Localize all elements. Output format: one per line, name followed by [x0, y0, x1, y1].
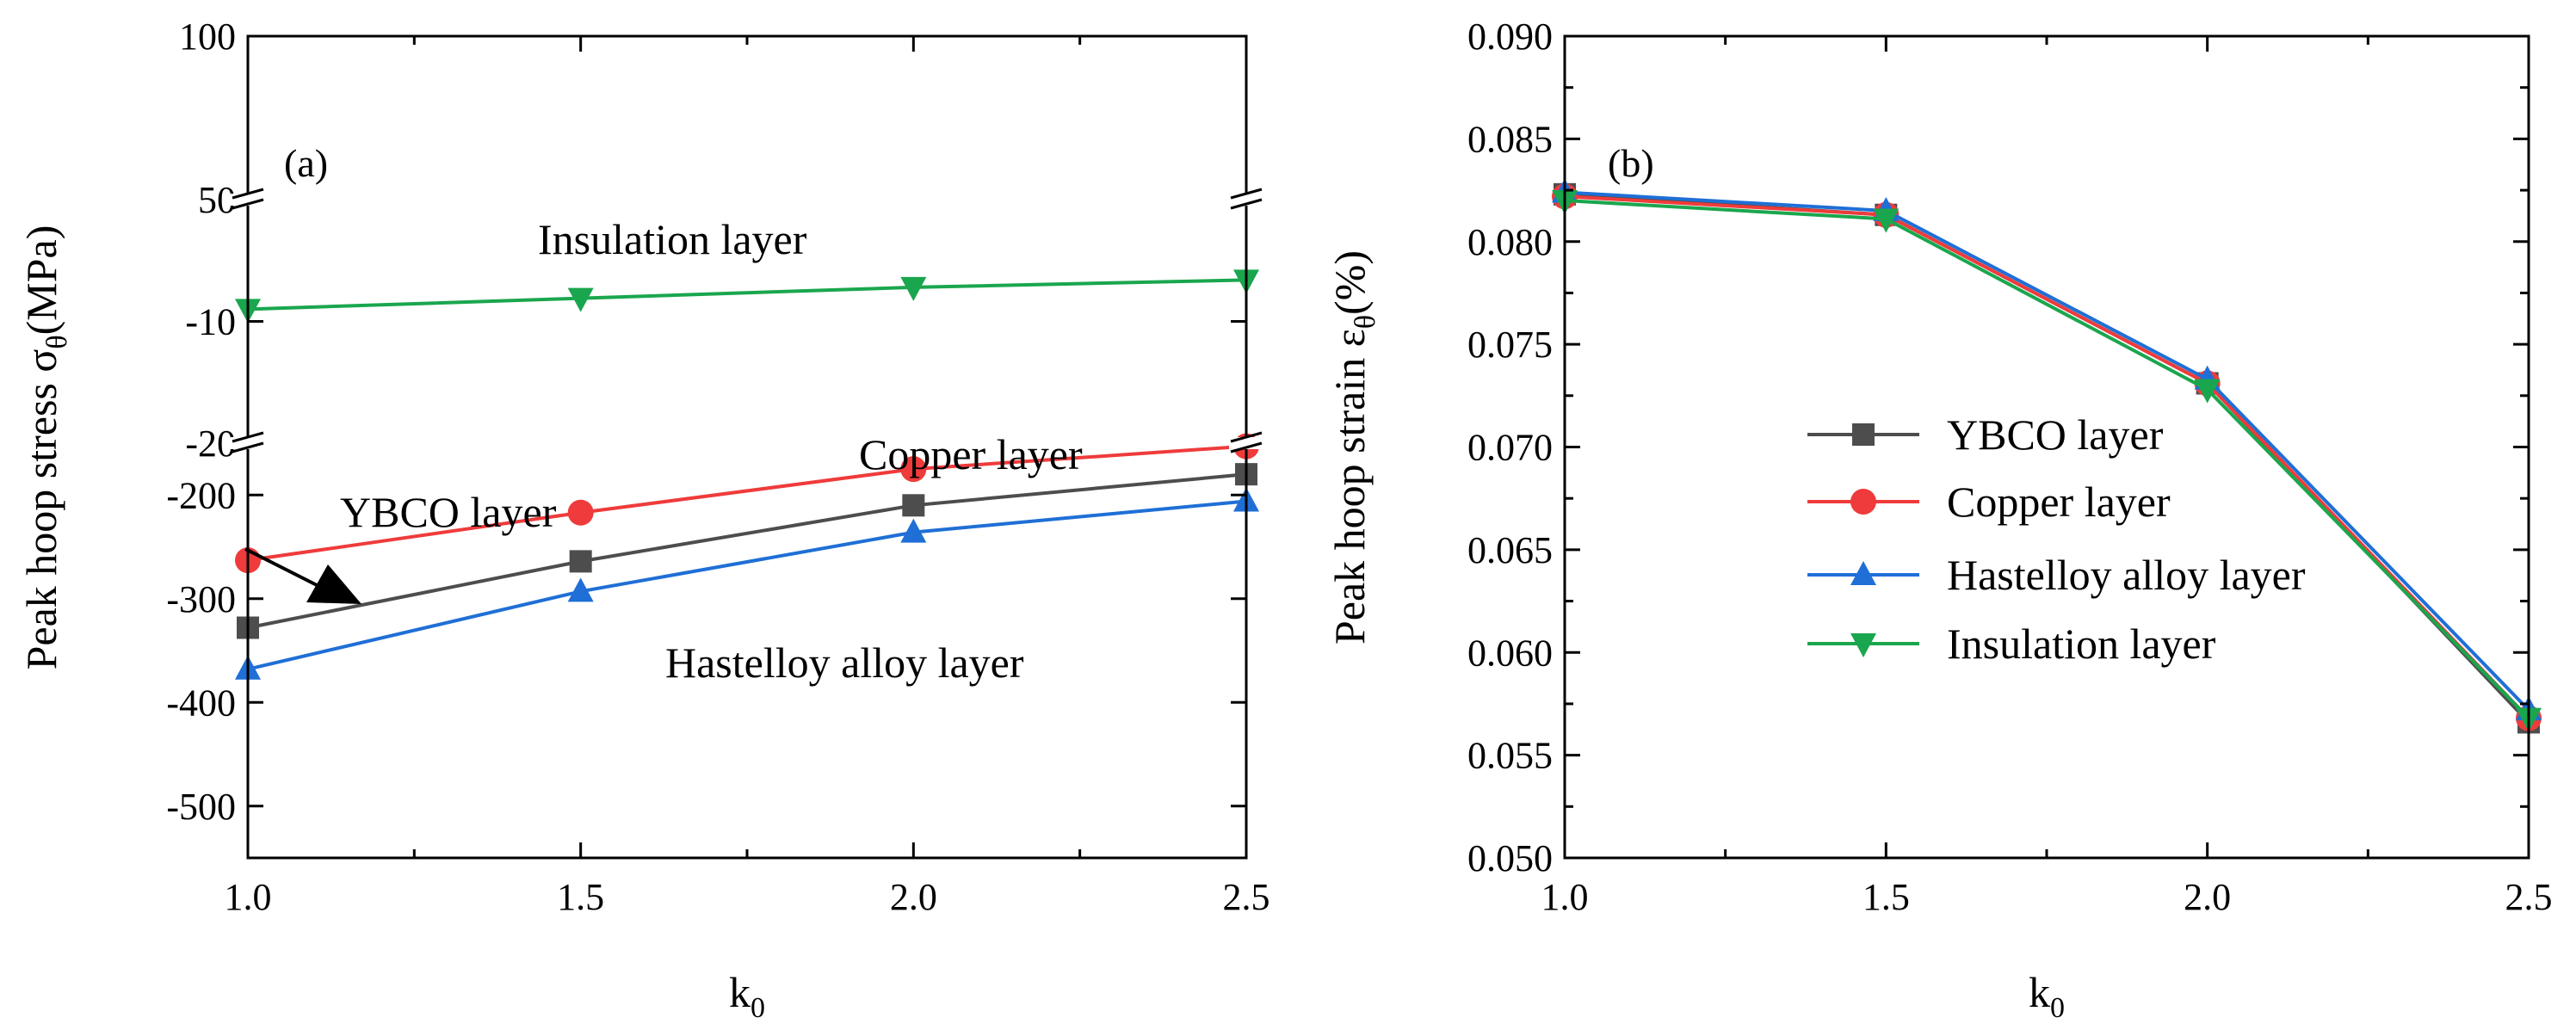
panel-a-point-hastelloy-alloy-layer: [567, 577, 594, 602]
legend-label-copper: Copper layer: [1947, 478, 2171, 526]
axis-break-mark: [1230, 198, 1263, 210]
axis-break-mark: [1230, 441, 1263, 453]
panel-b-y-tick-label: 0.050: [1467, 837, 1553, 879]
panel-a-y-axis-title: Peak hoop stress σθ(MPa): [17, 225, 73, 670]
panel-b-y-tick-label: 0.085: [1467, 118, 1553, 160]
panel-a-y-tick-label: -20: [185, 422, 236, 465]
panel-a-y-tick-label: -400: [166, 682, 236, 724]
panel-a-y-tick-label: -10: [185, 301, 236, 343]
panel-b-y-tick-label: 0.090: [1467, 15, 1553, 58]
panel-a-frame: [246, 34, 1248, 860]
panel-a-line-ybco-layer: [247, 472, 1247, 630]
panel-a-y-tick-label: -300: [166, 578, 236, 620]
axis-break-mark: [1230, 431, 1263, 443]
legend-label-insulation: Insulation layer: [1947, 620, 2216, 668]
panel-b-x-axis-title: k0: [2029, 968, 2065, 1024]
legend-label-hastelloy: Hastelloy alloy layer: [1947, 551, 2306, 599]
axis-break-mark: [232, 431, 264, 443]
panel-a-x-tick-label: 1.0: [225, 876, 272, 918]
legend-marker-ybco-layer: [1852, 423, 1875, 446]
panel-a-line-copper-layer: [247, 444, 1247, 563]
axis-break-mark: [232, 198, 264, 210]
panel-a-x-tick-label: 2.0: [890, 876, 937, 918]
panel-b-y-tick-label: 0.075: [1467, 324, 1553, 366]
panel-a-y-tick-label: -200: [166, 474, 236, 516]
panel-b-y-tick-label: 0.060: [1467, 632, 1553, 674]
panel-b-x-tick-label: 1.5: [1863, 876, 1910, 918]
panel-b-x-tick-label: 2.0: [2184, 876, 2231, 918]
panel-a-point-copper-layer: [567, 499, 594, 526]
ybco-arrow-head: [306, 564, 361, 604]
panel-b-x-tick-label: 2.5: [2505, 876, 2553, 918]
panel-b-y-tick-label: 0.080: [1467, 221, 1553, 263]
panel-a-point-ybco-layer: [569, 550, 592, 573]
panel-a-label: (a): [284, 141, 328, 185]
legend-marker-copper-layer: [1850, 489, 1876, 515]
panel-a-axes: 100 50 -10 -20 -200 -300 -400 -500 1.0 1.5 2.0 2.5: [166, 15, 1269, 918]
panel-b-axes: 0.050 0.055 0.060 0.065 0.070 0.075 0.080 0.085…: [1467, 15, 2553, 918]
panel-a-point-copper-layer: [900, 456, 927, 483]
annotation-ybco-layer: YBCO layer: [340, 488, 557, 536]
panel-b-line-copper-layer: [1564, 194, 2530, 720]
panel-a-x-tick-label: 1.5: [557, 876, 604, 918]
annotation-hastelloy-layer: Hastelloy alloy layer: [665, 638, 1024, 687]
legend-label-ybco: YBCO layer: [1947, 410, 2164, 459]
panel-b-label: (b): [1608, 141, 1654, 185]
panel-a-line-hastelloy-alloy-layer: [247, 499, 1247, 671]
panel-b-y-axis-title: Peak hoop strain εθ(%): [1325, 250, 1381, 645]
panel-a-point-insulation-layer: [567, 287, 594, 312]
panel-a-x-tick-label: 2.5: [1223, 876, 1270, 918]
panel-b-line-insulation-layer: [1564, 199, 2530, 720]
panel-b-point-insulation-layer: [2194, 379, 2221, 404]
panel-a-y-tick-label: 50: [198, 179, 236, 221]
panel-b-x-tick-label: 1.0: [1541, 876, 1589, 918]
panel-b-line-hastelloy-alloy-layer: [1564, 190, 2530, 712]
panel-b-point-insulation-layer: [1873, 208, 1900, 233]
legend-marker-hastelloy-alloy-layer: [1850, 561, 1876, 585]
annotation-copper-layer: Copper layer: [859, 430, 1083, 478]
panel-a-line-insulation-layer: [247, 278, 1247, 311]
panel-a-y-tick-label: -500: [166, 786, 236, 828]
panel-a-series: [235, 269, 1259, 680]
panel-a-y-tick-label: 100: [179, 15, 236, 58]
panel-a-point-hastelloy-alloy-layer: [900, 518, 927, 543]
panel-b: 0.050 0.055 0.060 0.065 0.070 0.075 0.080 0.085…: [1325, 15, 2553, 1024]
panel-b-y-tick-label: 0.065: [1467, 529, 1553, 571]
panel-a-point-insulation-layer: [900, 276, 927, 301]
panel-b-legend: YBCO layer Copper layer Hastelloy alloy …: [1807, 410, 2306, 668]
panel-a-point-ybco-layer: [902, 494, 925, 517]
annotation-insulation-layer: Insulation layer: [538, 215, 807, 263]
axis-break-mark: [232, 441, 264, 453]
axis-break-mark: [1230, 188, 1263, 200]
axis-break-mark: [232, 188, 264, 200]
legend-marker-insulation-layer: [1850, 633, 1876, 657]
panel-a-x-axis-title: k0: [729, 968, 765, 1024]
panel-b-y-tick-label: 0.055: [1467, 735, 1553, 777]
ybco-arrow-shaft: [244, 547, 321, 589]
panel-b-y-tick-label: 0.070: [1467, 427, 1553, 469]
